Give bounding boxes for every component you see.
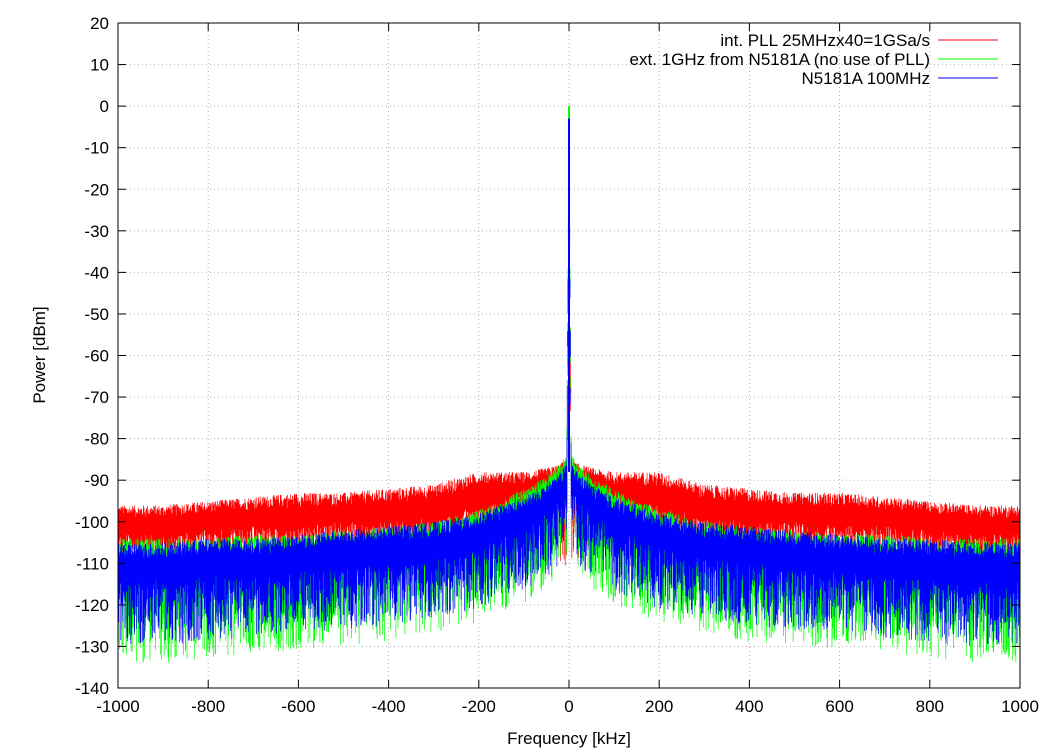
- y-tick-label: -70: [84, 388, 109, 407]
- y-tick-label: -120: [75, 596, 109, 615]
- x-tick-label: 400: [735, 697, 763, 716]
- x-tick-label: 800: [916, 697, 944, 716]
- y-tick-label: -50: [84, 305, 109, 324]
- y-tick-label: -10: [84, 139, 109, 158]
- legend-entry-3-label: N5181A 100MHz: [801, 69, 930, 88]
- y-tick-label: 10: [90, 56, 109, 75]
- series-3-trace: [117, 118, 1021, 646]
- x-tick-label: 600: [825, 697, 853, 716]
- y-tick-label: -60: [84, 347, 109, 366]
- y-tick-label: -80: [84, 430, 109, 449]
- y-tick-label: -130: [75, 637, 109, 656]
- label-layer: -1000 -800 -600 -400 -200 0 200 400 600 800 100020…: [75, 14, 1039, 716]
- y-tick-label: -90: [84, 471, 109, 490]
- x-tick-label: 200: [645, 697, 673, 716]
- y-axis-title: Power [dBm]: [30, 306, 49, 403]
- x-tick-label: 0: [564, 697, 573, 716]
- y-tick-label: 20: [90, 14, 109, 33]
- legend-entry-2-label: ext. 1GHz from N5181A (no use of PLL): [630, 50, 930, 69]
- y-tick-label: -20: [84, 180, 109, 199]
- y-tick-label: -30: [84, 222, 109, 241]
- y-tick-label: -140: [75, 679, 109, 698]
- x-tick-label: -1000: [96, 697, 139, 716]
- legend-entry-1-label: int. PLL 25MHzx40=1GSa/s: [720, 31, 930, 50]
- x-tick-label: 1000: [1001, 697, 1039, 716]
- y-tick-label: -40: [84, 263, 109, 282]
- x-tick-label: -200: [462, 697, 496, 716]
- y-tick-label: -100: [75, 513, 109, 532]
- x-tick-label: -400: [372, 697, 406, 716]
- x-tick-label: -600: [281, 697, 315, 716]
- x-axis-title: Frequency [kHz]: [507, 729, 631, 748]
- y-tick-label: 0: [100, 97, 109, 116]
- y-tick-label: -110: [76, 554, 109, 573]
- x-tick-label: -800: [191, 697, 225, 716]
- frame-layer: [117, 22, 1021, 689]
